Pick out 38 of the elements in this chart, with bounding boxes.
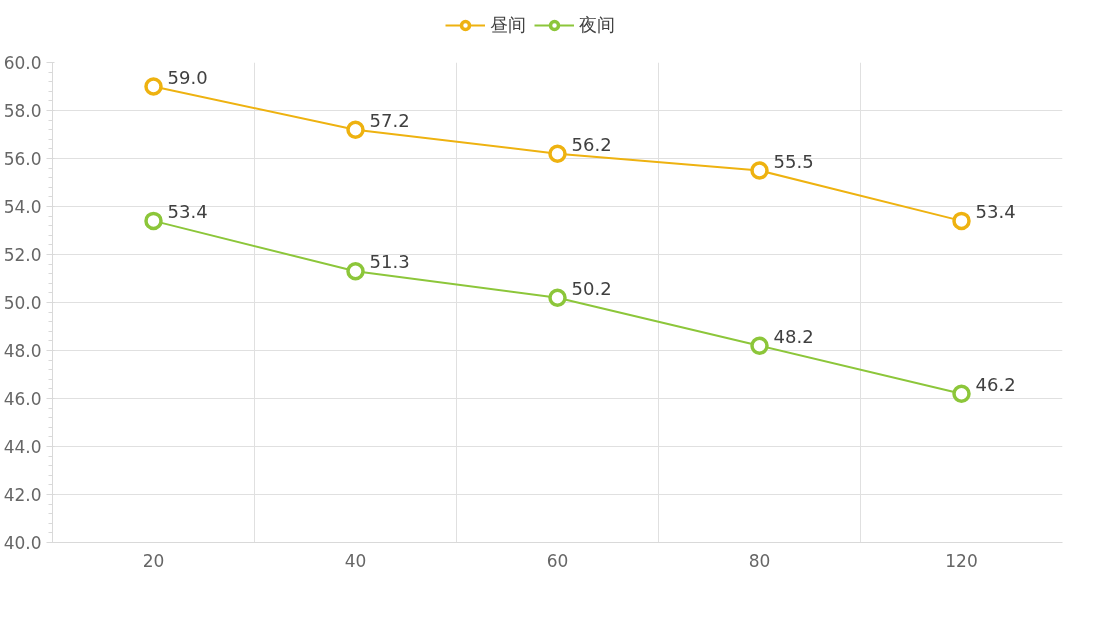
data-label: 59.0 (167, 66, 208, 88)
y-tick-label: 52.0 (3, 245, 42, 265)
data-label: 50.2 (571, 277, 612, 299)
data-label: 57.2 (369, 109, 410, 131)
point (144, 211, 163, 231)
y-tick-label: 58.0 (3, 101, 42, 121)
point (750, 161, 769, 180)
y-tick-label: 42.0 (3, 485, 42, 505)
point (952, 211, 971, 231)
y-tick-label: 48.0 (3, 341, 42, 361)
point (548, 144, 567, 163)
data-label: 55.5 (773, 150, 814, 172)
x-tick-label: 40 (344, 550, 367, 571)
y-tick-label: 40.0 (3, 533, 42, 553)
legend-label: 昼间 (489, 13, 526, 37)
point (144, 77, 163, 96)
x-tick-label: 60 (546, 550, 569, 571)
point (952, 384, 971, 403)
y-tick-label: 56.0 (3, 149, 42, 169)
y-tick-label: 60.0 (3, 53, 42, 73)
x-tick-label: 80 (748, 550, 771, 571)
data-label: 51.3 (369, 251, 410, 273)
data-label: 46.2 (975, 373, 1016, 395)
y-tick-label: 44.0 (3, 437, 42, 457)
data-label: 56.2 (571, 133, 612, 155)
x-tick-label: 120 (945, 550, 978, 571)
y-tick-label: 46.0 (3, 389, 42, 409)
point (346, 120, 365, 139)
legend-label: 夜间 (578, 13, 615, 37)
data-label: 48.2 (773, 325, 814, 347)
point (346, 262, 365, 281)
point (750, 336, 769, 355)
y-tick-label: 54.0 (3, 197, 42, 217)
point (548, 288, 567, 307)
data-label: 53.4 (167, 200, 208, 222)
data-label: 53.4 (975, 200, 1016, 222)
x-tick-label: 20 (142, 550, 165, 571)
y-tick-label: 50.0 (3, 293, 42, 313)
